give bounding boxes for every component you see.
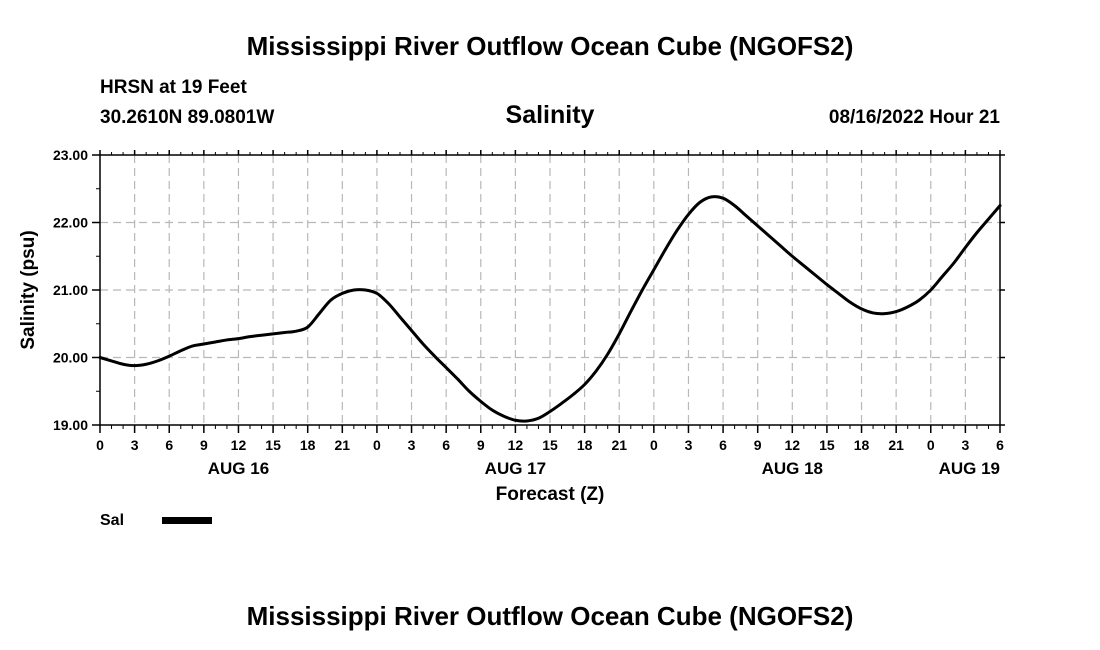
x-tick-label: 21 xyxy=(888,437,904,453)
x-tick-label: 6 xyxy=(996,437,1004,453)
x-tick-label: 18 xyxy=(854,437,870,453)
x-tick-label: 0 xyxy=(927,437,935,453)
x-tick-label: 3 xyxy=(961,437,969,453)
y-tick-label: 22.00 xyxy=(53,215,88,231)
x-tick-label: 12 xyxy=(231,437,247,453)
x-tick-label: 21 xyxy=(335,437,351,453)
x-axis-label: Forecast (Z) xyxy=(496,484,605,505)
grid-lines xyxy=(100,155,1000,425)
x-tick-label: 0 xyxy=(96,437,104,453)
x-tick-label: 15 xyxy=(542,437,558,453)
x-tick-label: 15 xyxy=(819,437,835,453)
coordinates-label: 30.2610N 89.0801W xyxy=(100,107,275,128)
x-tick-label: 3 xyxy=(408,437,416,453)
parameter-title: Salinity xyxy=(505,101,595,129)
x-tick-label: 0 xyxy=(373,437,381,453)
x-tick-labels: 0 3 6 9 12 15 18 21 0 3 6 9 12 15 18 21 0 3 6 9 12 15 18 21 0 3 6 xyxy=(96,437,1004,453)
x-tick-label: 6 xyxy=(165,437,173,453)
x-tick-label: 21 xyxy=(611,437,627,453)
y-tick-label: 23.00 xyxy=(53,147,88,163)
footer-title: Mississippi River Outflow Ocean Cube (NG… xyxy=(246,601,854,631)
y-axis-label: Salinity (psu) xyxy=(18,230,39,349)
x-tick-label: 18 xyxy=(300,437,316,453)
x-tick-label: 6 xyxy=(719,437,727,453)
x-tick-label: 6 xyxy=(442,437,450,453)
x-tick-label: 9 xyxy=(754,437,762,453)
day-label: AUG 16 xyxy=(208,459,269,478)
day-label: AUG 18 xyxy=(762,459,823,478)
legend-swatch xyxy=(162,517,212,524)
day-label: AUG 19 xyxy=(939,459,1000,478)
x-tick-label: 15 xyxy=(265,437,281,453)
x-tick-label: 12 xyxy=(508,437,524,453)
day-label: AUG 17 xyxy=(485,459,546,478)
x-tick-label: 3 xyxy=(131,437,139,453)
y-tick-labels: 19.00 20.00 21.00 22.00 23.00 xyxy=(53,147,88,433)
x-tick-label: 12 xyxy=(785,437,801,453)
y-tick-label: 19.00 xyxy=(53,417,88,433)
day-labels: AUG 16 AUG 17 AUG 18 AUG 19 xyxy=(208,459,1000,478)
y-tick-label: 20.00 xyxy=(53,350,88,366)
axis-ticks xyxy=(92,150,1005,433)
page-title: Mississippi River Outflow Ocean Cube (NG… xyxy=(246,31,854,61)
station-label: HRSN at 19 Feet xyxy=(100,77,247,98)
legend-label: Sal xyxy=(100,512,124,529)
forecast-datetime: 08/16/2022 Hour 21 xyxy=(828,107,1000,128)
x-tick-label: 18 xyxy=(577,437,593,453)
x-tick-label: 0 xyxy=(650,437,658,453)
x-tick-label: 9 xyxy=(200,437,208,453)
series-line-sal xyxy=(98,195,1002,423)
x-tick-label: 3 xyxy=(685,437,693,453)
y-tick-label: 21.00 xyxy=(53,282,88,298)
x-tick-label: 9 xyxy=(477,437,485,453)
